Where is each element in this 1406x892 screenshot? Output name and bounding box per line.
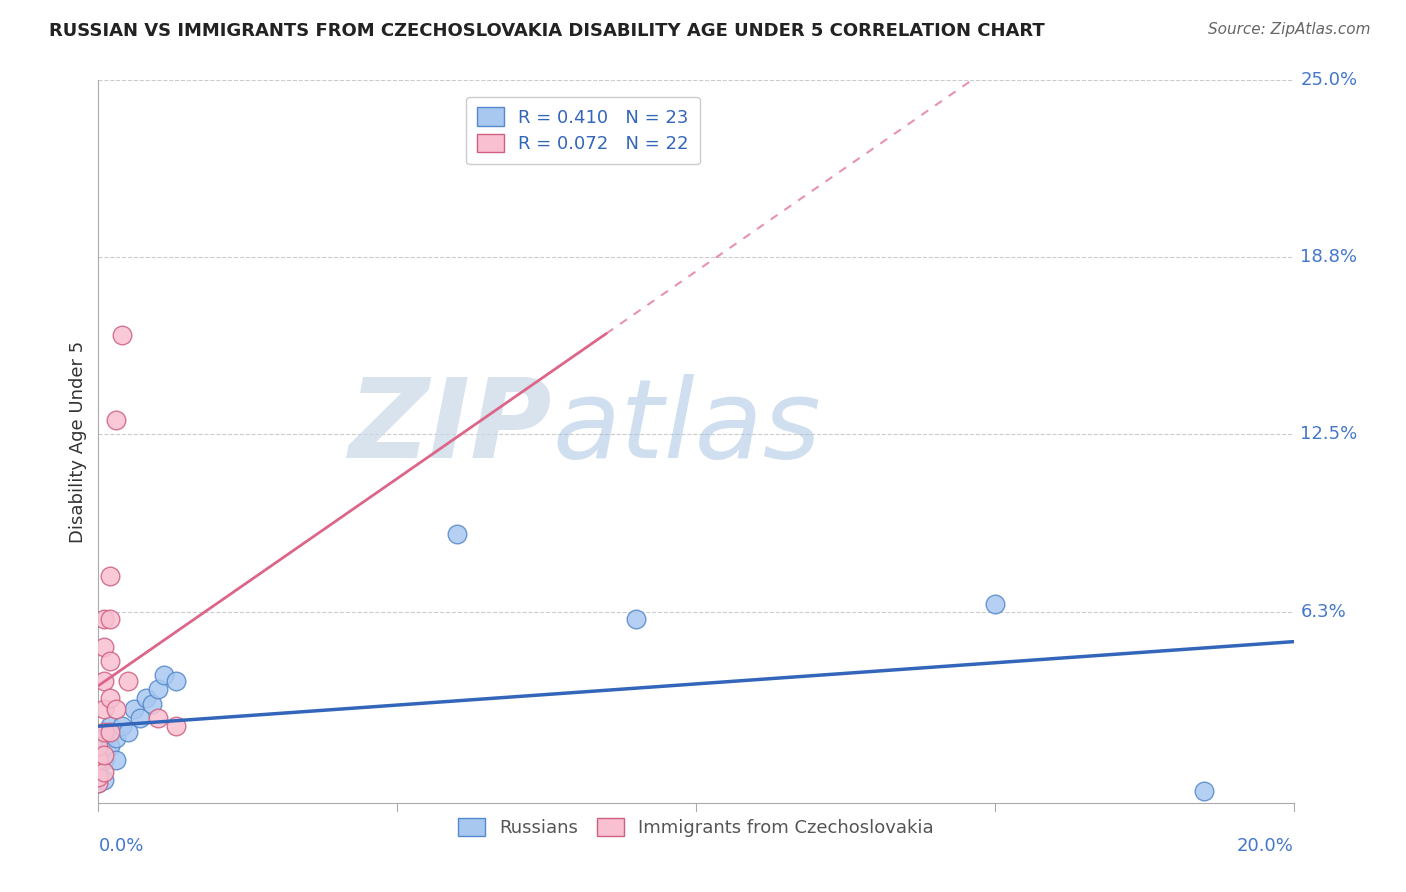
Point — [93, 747, 115, 762]
Point — [105, 731, 128, 745]
Point — [165, 673, 187, 688]
Point — [111, 328, 134, 343]
Point — [93, 773, 115, 788]
Point — [98, 654, 122, 668]
Point — [93, 702, 115, 716]
Point — [87, 770, 110, 784]
Point — [124, 702, 146, 716]
Point — [87, 739, 110, 753]
Point — [148, 711, 170, 725]
Point — [1192, 784, 1215, 798]
Point — [135, 690, 157, 705]
Point — [165, 719, 187, 733]
Point — [105, 702, 128, 716]
Text: 6.3%: 6.3% — [1301, 602, 1346, 621]
Point — [93, 640, 115, 654]
Text: 18.8%: 18.8% — [1301, 248, 1357, 267]
Point — [626, 612, 648, 626]
Point — [117, 725, 139, 739]
Point — [446, 526, 468, 541]
Point — [93, 612, 115, 626]
Point — [87, 776, 110, 790]
Text: RUSSIAN VS IMMIGRANTS FROM CZECHOSLOVAKIA DISABILITY AGE UNDER 5 CORRELATION CHA: RUSSIAN VS IMMIGRANTS FROM CZECHOSLOVAKI… — [49, 22, 1045, 40]
Point — [98, 690, 122, 705]
Text: 12.5%: 12.5% — [1301, 425, 1358, 443]
Text: Source: ZipAtlas.com: Source: ZipAtlas.com — [1208, 22, 1371, 37]
Point — [98, 719, 122, 733]
Text: atlas: atlas — [553, 374, 821, 481]
Text: 25.0%: 25.0% — [1301, 71, 1358, 89]
Point — [117, 673, 139, 688]
Legend: Russians, Immigrants from Czechoslovakia: Russians, Immigrants from Czechoslovakia — [451, 811, 941, 845]
Point — [93, 753, 115, 767]
Point — [129, 711, 152, 725]
Point — [141, 697, 163, 711]
Text: 20.0%: 20.0% — [1237, 837, 1294, 855]
Point — [105, 413, 128, 427]
Point — [87, 753, 110, 767]
Point — [93, 764, 115, 779]
Point — [111, 719, 134, 733]
Text: ZIP: ZIP — [349, 374, 553, 481]
Point — [98, 739, 122, 753]
Point — [98, 569, 122, 583]
Point — [93, 673, 115, 688]
Point — [93, 731, 115, 745]
Point — [153, 668, 176, 682]
Text: 0.0%: 0.0% — [98, 837, 143, 855]
Point — [98, 725, 122, 739]
Point — [98, 612, 122, 626]
Y-axis label: Disability Age Under 5: Disability Age Under 5 — [69, 341, 87, 542]
Point — [87, 770, 110, 784]
Point — [87, 776, 110, 790]
Point — [984, 598, 1007, 612]
Point — [105, 753, 128, 767]
Point — [93, 725, 115, 739]
Point — [87, 764, 110, 779]
Point — [148, 682, 170, 697]
